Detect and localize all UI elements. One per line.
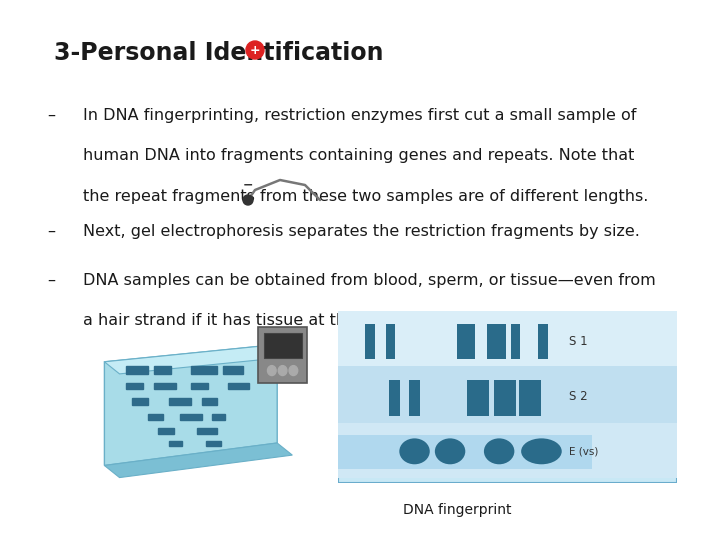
Bar	[202, 399, 217, 405]
Text: Next, gel electrophoresis separates the restriction fragments by size.: Next, gel electrophoresis separates the …	[83, 224, 639, 239]
Bar	[191, 366, 217, 374]
Bar	[180, 414, 202, 420]
Bar	[467, 380, 489, 416]
Text: In DNA fingerprinting, restriction enzymes first cut a small sample of: In DNA fingerprinting, restriction enzym…	[83, 108, 636, 123]
Text: –: –	[47, 224, 55, 239]
Text: a hair strand if it has tissue at the root.: a hair strand if it has tissue at the ro…	[83, 313, 398, 328]
Bar	[126, 382, 143, 389]
Bar	[338, 435, 592, 469]
Polygon shape	[104, 345, 292, 374]
Bar	[228, 382, 249, 389]
Bar	[366, 325, 375, 359]
Bar	[338, 366, 677, 423]
Ellipse shape	[521, 438, 562, 464]
Text: DNA samples can be obtained from blood, sperm, or tissue—even from: DNA samples can be obtained from blood, …	[83, 273, 655, 288]
Bar	[197, 428, 217, 434]
Text: S 2: S 2	[569, 390, 587, 403]
Text: –: –	[47, 273, 55, 288]
Text: DNA fingerprint: DNA fingerprint	[403, 503, 511, 517]
Text: –: –	[47, 108, 55, 123]
Ellipse shape	[400, 438, 430, 464]
Bar	[148, 414, 163, 420]
Bar	[389, 380, 400, 416]
Bar	[494, 380, 516, 416]
Bar	[191, 382, 208, 389]
Bar	[154, 382, 176, 389]
Bar	[410, 380, 420, 416]
Bar	[264, 333, 302, 358]
Text: human DNA into fragments containing genes and repeats. Note that: human DNA into fragments containing gene…	[83, 148, 634, 164]
Bar	[511, 325, 521, 359]
Bar	[487, 325, 506, 359]
Text: the repeat fragments from these two samples are of different lengths.: the repeat fragments from these two samp…	[83, 189, 648, 204]
Text: −: −	[243, 179, 253, 192]
Bar	[519, 380, 541, 416]
Ellipse shape	[484, 438, 514, 464]
Bar	[338, 423, 677, 478]
Text: E (vs): E (vs)	[569, 447, 598, 456]
Polygon shape	[104, 345, 277, 465]
Ellipse shape	[435, 438, 465, 464]
Bar	[158, 428, 174, 434]
Bar	[126, 366, 148, 374]
Circle shape	[279, 366, 287, 375]
Circle shape	[246, 41, 264, 59]
Bar	[169, 399, 191, 405]
Polygon shape	[104, 443, 292, 477]
Bar	[338, 310, 677, 366]
Circle shape	[243, 195, 253, 205]
Bar	[386, 325, 395, 359]
Circle shape	[289, 366, 298, 375]
Bar	[456, 325, 475, 359]
Bar	[169, 441, 182, 447]
Text: 3-Personal Identification: 3-Personal Identification	[54, 40, 384, 64]
Bar	[154, 366, 171, 374]
Text: S 1: S 1	[569, 335, 587, 348]
Bar	[212, 414, 225, 420]
Bar	[206, 441, 221, 447]
Circle shape	[268, 366, 276, 375]
Bar	[223, 366, 243, 374]
Text: +: +	[250, 44, 261, 57]
Bar	[538, 325, 547, 359]
Bar	[132, 399, 148, 405]
